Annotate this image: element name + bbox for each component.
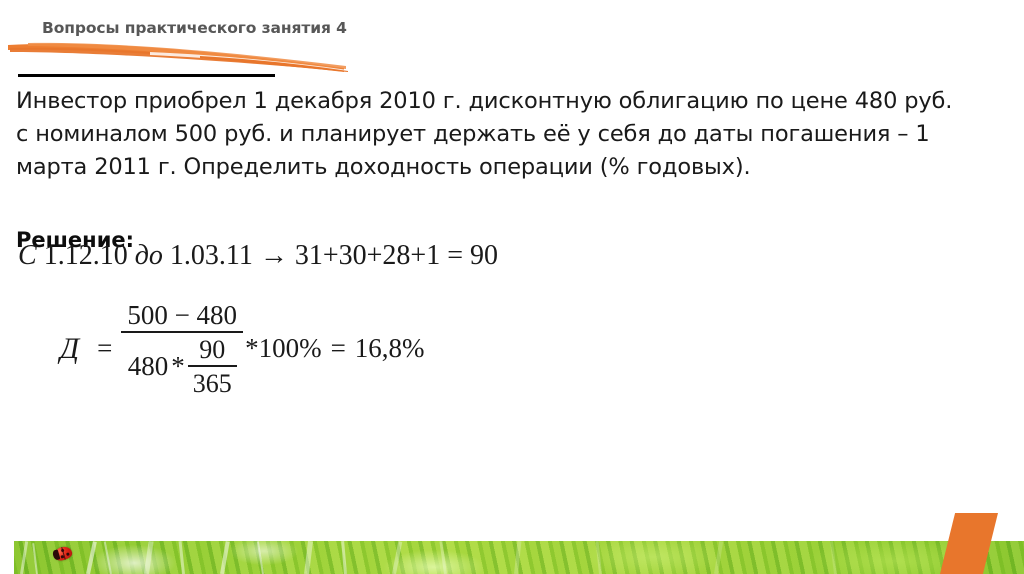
inner-fraction-bar [187,364,237,367]
days-calculation: С 1.12.10 до 1.03.11 → 31+30+28+1 = 90 [18,240,498,272]
yield-formula: Д = 500 − 480 480 * 90 365 *100% = 16,8% [60,300,425,398]
inner-fraction: 90 365 [187,334,237,398]
formula-variable: Д [60,331,80,365]
grass-photo-band [14,541,1024,574]
outer-denominator: 480 * 90 365 [122,333,243,398]
arrow-icon: → [259,240,288,271]
formula-equals: = [97,333,113,364]
days-prefix: С [18,240,37,271]
days-between: до [134,240,163,271]
days-sum-expression: 31+30+28+1 [294,240,441,271]
inner-denominator: 365 [192,368,232,398]
inner-numerator: 90 [199,334,226,364]
formula-result: 16,8% [354,333,425,364]
formula-multiplier: *100% [245,333,322,364]
page-title: Вопросы практического занятия 4 [42,19,347,37]
days-sum-result: 90 [470,240,498,271]
solution-label: Решение: [16,228,135,252]
days-equals: = [447,240,463,271]
denominator-factor: 480 [127,351,169,382]
days-date-from: 1.12.10 [43,240,128,271]
multiply-sign: * [171,351,185,382]
days-date-to: 1.03.11 [169,240,253,271]
black-rule [18,74,275,77]
outer-numerator: 500 − 480 [127,300,238,330]
outer-fraction-bar [121,331,244,333]
problem-statement: Инвестор приобрел 1 декабря 2010 г. диск… [16,88,953,180]
orange-swoosh-icon [8,42,348,72]
formula-result-equals: = [330,333,346,364]
ladybug-icon [52,544,74,563]
outer-fraction: 500 − 480 480 * 90 365 [121,300,244,398]
